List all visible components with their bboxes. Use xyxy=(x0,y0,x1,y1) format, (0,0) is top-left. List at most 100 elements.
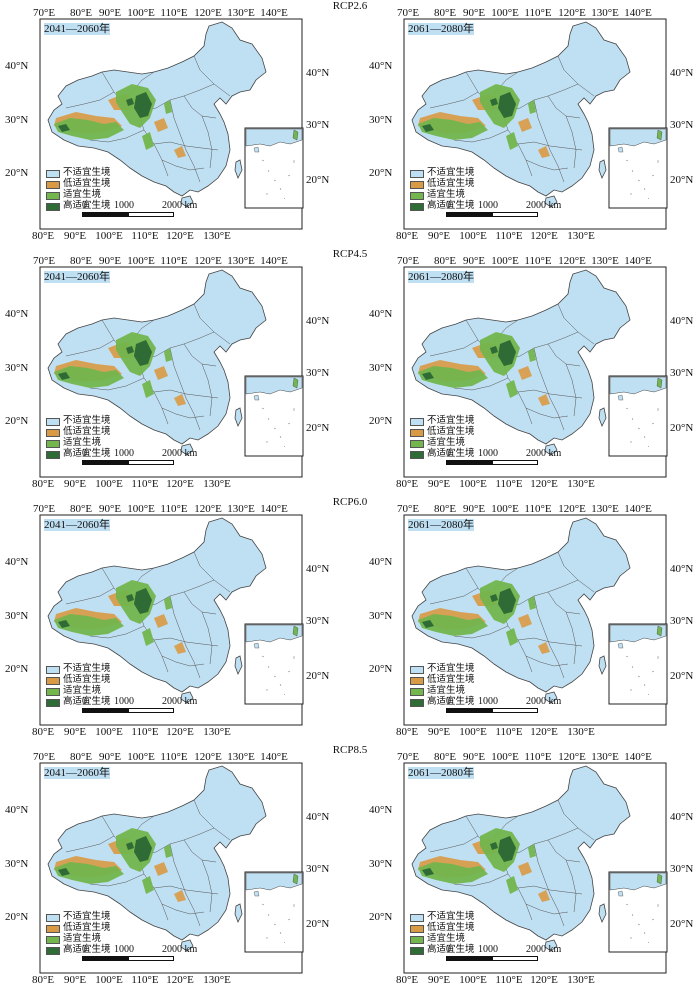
left-tick-label: 20°N xyxy=(5,167,29,179)
bottom-tick-label: 130°E xyxy=(567,726,595,738)
top-tick-label: 110°E xyxy=(160,7,188,19)
legend-swatch xyxy=(46,202,60,211)
top-tick-label: 120°E xyxy=(558,7,586,19)
legend-label: 低适宜生境 xyxy=(427,427,475,437)
top-tick-label: 140°E xyxy=(260,751,288,763)
bottom-tick-label: 130°E xyxy=(203,974,231,986)
bottom-tick-label: 100°E xyxy=(459,726,487,738)
top-tick-label: 110°E xyxy=(524,751,552,763)
bottom-tick-label: 110°E xyxy=(495,974,523,986)
taiwan-island xyxy=(234,159,243,179)
hainan-island xyxy=(180,443,194,456)
left-tick-label: 30°N xyxy=(369,610,393,622)
legend-swatch xyxy=(46,180,60,189)
legend-swatch xyxy=(46,439,60,448)
left-tick-label: 30°N xyxy=(369,858,393,870)
scale-end: 2000 km xyxy=(526,448,562,459)
legend-entry: 低适宜生境 xyxy=(410,675,475,686)
right-tick-label: 30°N xyxy=(306,863,330,875)
top-tick-label: 130°E xyxy=(591,255,619,267)
taiwan-island xyxy=(598,655,607,675)
left-tick-label: 30°N xyxy=(5,858,29,870)
top-tick-label: 80°E xyxy=(69,7,93,19)
scale-zero: 0 xyxy=(82,696,87,707)
right-tick-label: 30°N xyxy=(670,119,694,131)
top-tick-label: 110°E xyxy=(160,751,188,763)
bottom-tick-label: 130°E xyxy=(203,230,231,242)
bottom-tick-label: 80°E xyxy=(31,726,55,738)
top-tick-label: 80°E xyxy=(433,7,457,19)
scale-mid: 1000 xyxy=(114,944,134,955)
left-tick-label: 20°N xyxy=(369,663,393,675)
legend-swatch xyxy=(410,935,424,944)
top-tick-label: 120°E xyxy=(558,255,586,267)
top-tick-label: 110°E xyxy=(524,7,552,19)
taiwan-island xyxy=(234,407,243,427)
bottom-tick-label: 120°E xyxy=(530,974,558,986)
legend: 不适宜生境 低适宜生境 适宜生境 高适宜生境 xyxy=(410,664,475,708)
top-tick-label: 100°E xyxy=(491,503,519,515)
taiwan-island xyxy=(598,407,607,427)
bottom-tick-label: 90°E xyxy=(427,974,451,986)
bottom-tick-label: 110°E xyxy=(131,974,159,986)
scale-mid: 1000 xyxy=(478,696,498,707)
top-tick-label: 120°E xyxy=(194,751,222,763)
bottom-tick-label: 90°E xyxy=(427,726,451,738)
map-svg xyxy=(403,514,668,726)
bottom-tick-label: 90°E xyxy=(427,478,451,490)
legend-entry: 适宜生境 xyxy=(410,190,475,201)
bottom-tick-label: 90°E xyxy=(63,974,87,986)
legend-entry: 适宜生境 xyxy=(410,686,475,697)
period-label: 2061—2080年 xyxy=(408,271,474,283)
top-tick-label: 80°E xyxy=(69,751,93,763)
legend-entry: 适宜生境 xyxy=(46,438,111,449)
legend-entry: 高适宜生境 xyxy=(46,945,111,956)
bottom-tick-label: 90°E xyxy=(63,478,87,490)
top-tick-label: 110°E xyxy=(160,503,188,515)
legend-swatch xyxy=(410,169,424,178)
period-label: 2041—2060年 xyxy=(44,271,110,283)
legend-label: 高适宜生境 xyxy=(63,201,111,211)
south-china-sea-inset xyxy=(608,375,668,457)
bottom-tick-label: 100°E xyxy=(459,478,487,490)
scenario-block: RCP6.0 xyxy=(0,496,700,742)
bottom-tick-label: 130°E xyxy=(203,726,231,738)
map-svg xyxy=(39,18,304,230)
legend-entry: 不适宜生境 xyxy=(410,664,475,675)
top-tick-label: 140°E xyxy=(260,7,288,19)
map-panel: 2061—2080年 不适宜生境 低适宜生境 适宜生境 高适宜生境 0 1000 20… xyxy=(368,496,700,742)
scale-end: 2000 km xyxy=(526,200,562,211)
bottom-tick-label: 80°E xyxy=(395,478,419,490)
legend-entry: 不适宜生境 xyxy=(410,168,475,179)
bottom-tick-label: 100°E xyxy=(459,974,487,986)
top-tick-label: 70°E xyxy=(396,751,420,763)
legend-entry: 低适宜生境 xyxy=(410,179,475,190)
habitat-high xyxy=(422,836,516,876)
legend-label: 低适宜生境 xyxy=(63,923,111,933)
scenario-title: RCP6.0 xyxy=(332,496,368,508)
bottom-tick-label: 80°E xyxy=(395,974,419,986)
legend-label: 高适宜生境 xyxy=(427,201,475,211)
top-tick-label: 110°E xyxy=(524,503,552,515)
scale-zero: 0 xyxy=(82,448,87,459)
taiwan-island xyxy=(234,903,243,923)
period-label: 2061—2080年 xyxy=(408,767,474,779)
top-tick-label: 70°E xyxy=(32,503,56,515)
legend-swatch xyxy=(46,450,60,459)
top-tick-label: 70°E xyxy=(396,7,420,19)
top-tick-label: 90°E xyxy=(98,751,122,763)
left-tick-label: 20°N xyxy=(5,415,29,427)
hainan-island xyxy=(544,195,558,208)
scale-zero: 0 xyxy=(82,944,87,955)
legend-label: 适宜生境 xyxy=(63,934,102,944)
map-svg xyxy=(39,762,304,974)
legend-swatch xyxy=(410,924,424,933)
taiwan-island xyxy=(598,903,607,923)
map-panel: 2041—2060年 不适宜生境 低适宜生境 适宜生境 高适宜生境 0 1000 20… xyxy=(4,496,336,742)
habitat-high xyxy=(58,588,152,628)
legend-label: 适宜生境 xyxy=(427,190,466,200)
left-tick-label: 30°N xyxy=(5,114,29,126)
bottom-tick-label: 130°E xyxy=(567,974,595,986)
legend-entry: 不适宜生境 xyxy=(410,416,475,427)
taiwan-island xyxy=(234,655,243,675)
